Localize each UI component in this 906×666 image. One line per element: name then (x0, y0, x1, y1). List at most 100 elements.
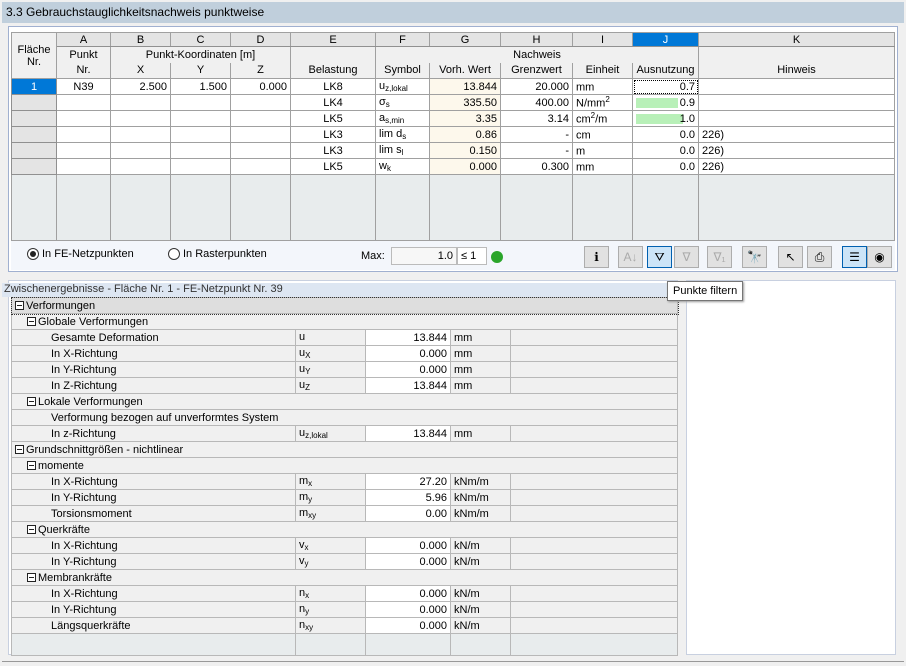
tree-row[interactable]: In Y-Richtung vy 0.000 kN/m (11, 553, 678, 570)
cell-y[interactable] (170, 158, 231, 175)
cell-ausnutzung[interactable]: 0.0 (632, 142, 699, 159)
tree-group-label[interactable]: Verformungen (10, 296, 679, 315)
tree-group-row[interactable]: Membrankräfte (11, 569, 678, 586)
row-header[interactable] (11, 110, 57, 127)
tree-group-row[interactable]: Querkräfte (11, 521, 678, 538)
cell-x[interactable] (110, 110, 171, 127)
cell-z[interactable] (230, 94, 291, 111)
tree-row[interactable]: In X-Richtung mx 27.20 kNm/m (11, 473, 678, 490)
cell-vorh-wert[interactable]: 335.50 (429, 94, 501, 111)
cell-grenzwert[interactable]: 3.14 (500, 110, 573, 127)
pick-button[interactable]: ↖ (778, 246, 803, 268)
cell-ausnutzung[interactable]: 0.7 (632, 78, 699, 95)
radio-button[interactable] (27, 248, 39, 260)
cell-y[interactable] (170, 94, 231, 111)
cell-y[interactable] (170, 110, 231, 127)
collapse-icon[interactable] (15, 300, 24, 310)
cell-hinweis[interactable]: 226) (698, 142, 895, 159)
cell-vorh-wert[interactable]: 0.150 (429, 142, 501, 159)
cell-hinweis[interactable] (698, 94, 895, 111)
cell-z[interactable] (230, 158, 291, 175)
cell-y[interactable]: 1.500 (170, 78, 231, 95)
cell-x[interactable]: 2.500 (110, 78, 171, 95)
column-header-b[interactable]: B (110, 32, 171, 47)
tree-group-row[interactable]: Lokale Verformungen (11, 393, 678, 410)
row-header[interactable]: 1 (11, 78, 57, 95)
radio-rasterpunkte[interactable]: In Rasterpunkten (168, 248, 267, 260)
cell-symbol[interactable]: σs (375, 94, 430, 111)
tree-row[interactable]: In z-Richtung uz,lokal 13.844 mm (11, 425, 678, 442)
info-button[interactable]: ℹ (584, 246, 609, 268)
table-row[interactable]: 1 N39 2.500 1.500 0.000 LK8 uz,lokal 13.844 20.0… (11, 78, 895, 95)
collapse-icon[interactable] (27, 460, 36, 470)
filter-button[interactable]: ∇ (674, 246, 699, 268)
cell-hinweis[interactable]: 226) (698, 126, 895, 143)
tree-row[interactable]: In Y-Richtung ny 0.000 kN/m (11, 601, 678, 618)
collapse-icon[interactable] (27, 572, 36, 582)
cell-z[interactable] (230, 142, 291, 159)
cell-vorh-wert[interactable]: 13.844 (429, 78, 501, 95)
cell-x[interactable] (110, 158, 171, 175)
tree-group-label[interactable]: Querkräfte (11, 521, 678, 538)
table-row[interactable]: LK4 σs 335.50 400.00 N/mm2 0.9 (11, 94, 895, 111)
cell-einheit[interactable]: cm (572, 126, 633, 143)
row-header[interactable] (11, 126, 57, 143)
tree-group-label[interactable]: Grundschnittgrößen - nichtlinear (11, 441, 678, 458)
tree-group-label[interactable]: Globale Verformungen (11, 313, 678, 330)
tree-group-row[interactable]: Verformung bezogen auf unverformtes Syst… (11, 409, 678, 426)
cell-grenzwert[interactable]: - (500, 126, 573, 143)
cell-ausnutzung[interactable]: 0.0 (632, 126, 699, 143)
cell-hinweis[interactable] (698, 110, 895, 127)
tree-row[interactable]: In Z-Richtung uZ 13.844 mm (11, 377, 678, 394)
view-button[interactable]: ◉ (867, 246, 892, 268)
cell-symbol[interactable]: as,min (375, 110, 430, 127)
cell-ausnutzung[interactable]: 1.0 (632, 110, 699, 127)
cell-einheit[interactable]: cm2/m (572, 110, 633, 127)
table-row[interactable]: LK5 as,min 3.35 3.14 cm2/m 1.0 (11, 110, 895, 127)
tree-row[interactable]: Torsionsmoment mxy 0.00 kNm/m (11, 505, 678, 522)
column-header-f[interactable]: F (375, 32, 430, 47)
cell-punkt[interactable]: N39 (56, 78, 111, 95)
tree-group-label[interactable]: momente (11, 457, 678, 474)
cell-vorh-wert[interactable]: 3.35 (429, 110, 501, 127)
cell-z[interactable] (230, 110, 291, 127)
column-header-e[interactable]: E (290, 32, 376, 47)
column-header-k[interactable]: K (698, 32, 895, 47)
filter-points-button[interactable]: ⛛ (647, 246, 672, 268)
tree-row[interactable]: In Y-Richtung uY 0.000 mm (11, 361, 678, 378)
cell-einheit[interactable]: N/mm2 (572, 94, 633, 111)
cell-belastung[interactable]: LK8 (290, 78, 376, 95)
cell-punkt[interactable] (56, 94, 111, 111)
cell-belastung[interactable]: LK3 (290, 126, 376, 143)
radio-button[interactable] (168, 248, 180, 260)
column-header-i[interactable]: I (572, 32, 633, 47)
tree-row[interactable]: Gesamte Deformation u 13.844 mm (11, 329, 678, 346)
column-header-j[interactable]: J (632, 32, 699, 47)
radio-fe-netzpunkte[interactable]: In FE-Netzpunkten (27, 248, 134, 260)
collapse-icon[interactable] (27, 396, 36, 406)
filter-gt1-button[interactable]: ∇₁ (707, 246, 732, 268)
cell-ausnutzung[interactable]: 0.9 (632, 94, 699, 111)
tree-group-row[interactable]: momente (11, 457, 678, 474)
cell-symbol[interactable]: lim sl (375, 142, 430, 159)
cell-z[interactable] (230, 126, 291, 143)
cell-punkt[interactable] (56, 126, 111, 143)
cell-punkt[interactable] (56, 158, 111, 175)
column-header-g[interactable]: G (429, 32, 501, 47)
cell-belastung[interactable]: LK3 (290, 142, 376, 159)
table-row[interactable]: LK5 wk 0.000 0.300 mm 0.0 226) (11, 158, 895, 175)
cell-symbol[interactable]: lim ds (375, 126, 430, 143)
cell-symbol[interactable]: wk (375, 158, 430, 175)
cell-ausnutzung[interactable]: 0.0 (632, 158, 699, 175)
cell-z[interactable]: 0.000 (230, 78, 291, 95)
tree-group-label[interactable]: Membrankräfte (11, 569, 678, 586)
table-row[interactable]: LK3 lim sl 0.150- m 0.0 226) (11, 142, 895, 159)
color-bars-button[interactable]: ☰ (842, 246, 867, 268)
cell-belastung[interactable]: LK5 (290, 110, 376, 127)
table-row[interactable]: LK3 lim ds 0.86- cm 0.0 226) (11, 126, 895, 143)
tree-row[interactable]: In Y-Richtung my 5.96 kNm/m (11, 489, 678, 506)
cell-hinweis[interactable]: 226) (698, 158, 895, 175)
cell-einheit[interactable]: m (572, 142, 633, 159)
find-button[interactable]: 🔭 (742, 246, 767, 268)
tree-group-row[interactable]: Globale Verformungen (11, 313, 678, 330)
